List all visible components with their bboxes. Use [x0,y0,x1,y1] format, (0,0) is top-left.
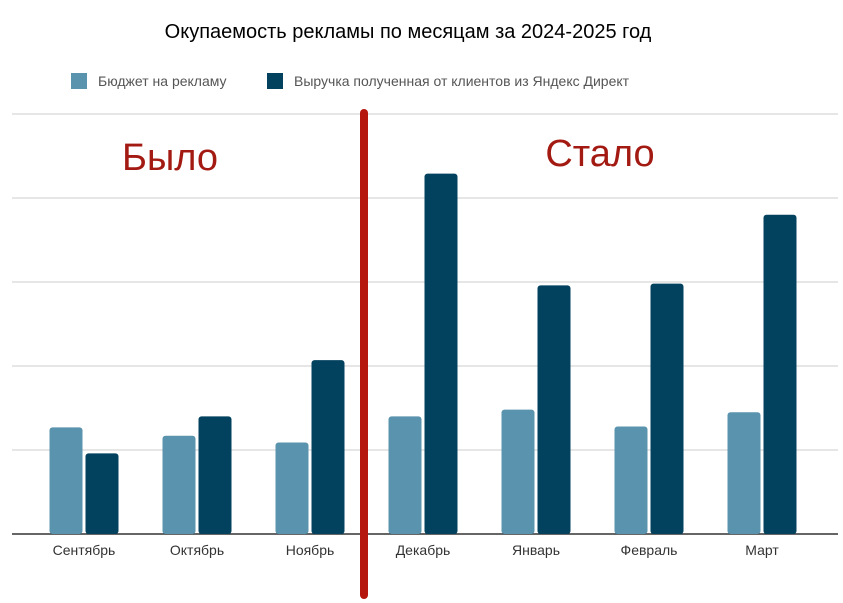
bar-budget [727,412,761,534]
legend-swatch-budget [71,73,87,89]
legend-swatch-revenue [267,73,283,89]
bar-revenue [537,285,571,534]
x-tick-label: Сентябрь [53,542,116,558]
bar-budget [614,426,648,534]
chart-title: Окупаемость рекламы по месяцам за 2024-2… [165,21,652,43]
legend-label-revenue: Выручка полученная от клиентов из Яндекс… [294,73,630,89]
bar-budget [501,409,535,534]
bar-budget [49,427,83,534]
bar-revenue [763,214,797,535]
bar-revenue [85,453,119,534]
bars [49,173,797,535]
x-tick-label: Октябрь [170,542,224,558]
x-tick-label: Декабрь [396,542,451,558]
bar-budget [388,416,422,534]
bar-budget [162,435,196,534]
x-axis-ticks: Сентябрь Октябрь Ноябрь Декабрь Январь Феврал… [53,542,780,558]
x-tick-label: Январь [512,542,560,558]
bar-revenue [311,360,345,534]
annotation-after: Стало [545,133,654,175]
annotation-before: Было [122,137,218,179]
bar-budget [275,442,309,534]
x-tick-label: Ноябрь [286,542,335,558]
x-tick-label: Март [745,542,779,558]
x-tick-label: Февраль [621,542,678,558]
legend: Бюджет на рекламу Выручка полученная от … [71,73,630,89]
bar-revenue [650,283,684,534]
bar-revenue [424,173,458,534]
legend-label-budget: Бюджет на рекламу [98,73,227,89]
bar-revenue [198,416,232,534]
